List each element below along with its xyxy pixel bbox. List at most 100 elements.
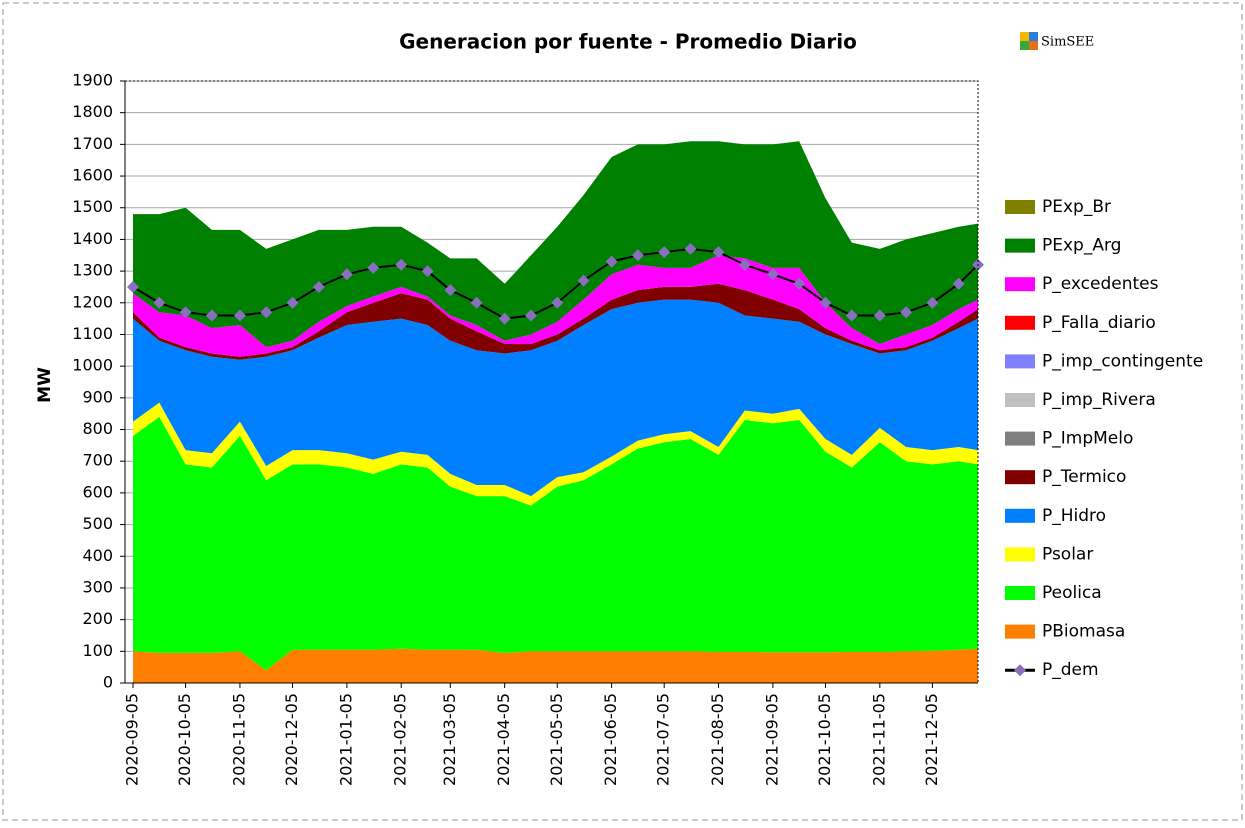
y-tick-label: 1900: [72, 71, 113, 90]
x-tick-label: 2021-04-05: [494, 693, 513, 786]
marker: [738, 258, 751, 271]
legend-label: PExp_Br: [1042, 197, 1111, 217]
legend-swatch: [1005, 547, 1035, 562]
x-tick-label: 2020-12-05: [282, 693, 301, 786]
legend-swatch: [1005, 277, 1035, 292]
area: [133, 299, 978, 497]
legend-swatch: [1005, 354, 1035, 369]
legend-swatch: [1005, 586, 1035, 600]
y-tick-label: 0: [103, 673, 113, 692]
x-tick-label: 2021-02-05: [391, 693, 410, 786]
marker: [153, 296, 166, 309]
y-axis-label: MW: [35, 367, 55, 403]
y-tick-label: 1200: [72, 292, 113, 311]
y-tick-label: 1000: [72, 356, 113, 375]
marker: [205, 309, 218, 322]
legend-label: PBiomasa: [1042, 622, 1125, 642]
logo-text: SimSEE: [1041, 35, 1094, 50]
marker: [524, 309, 537, 322]
legend-swatch: [1005, 200, 1035, 214]
marker: [395, 258, 408, 271]
marker: [444, 284, 457, 297]
legend-swatch: [1005, 431, 1035, 446]
marker: [367, 261, 380, 274]
marker: [793, 277, 806, 290]
legend-label: P_excedentes: [1042, 274, 1159, 294]
marker: [845, 309, 858, 322]
marker: [286, 296, 299, 309]
marker: [684, 242, 697, 255]
area: [133, 416, 978, 671]
x-tick-label: 2021-05-05: [547, 693, 566, 786]
x-tick-label: 2021-11-05: [869, 693, 888, 786]
y-tick-label: 1100: [72, 324, 113, 343]
area: [133, 255, 978, 357]
legend-label: Peolica: [1042, 583, 1102, 603]
marker: [900, 306, 913, 319]
x-tick-label: 2021-03-05: [440, 693, 459, 786]
marker: [498, 312, 511, 325]
legend-swatch: [1005, 508, 1035, 523]
marker: [766, 268, 779, 281]
legend-label: Psolar: [1042, 544, 1093, 564]
y-tick-label: 100: [82, 641, 113, 660]
y-tick-label: 300: [82, 577, 113, 596]
x-tick-label: 2020-11-05: [229, 693, 248, 786]
x-tick-label: 2021-06-05: [601, 693, 620, 786]
x-tick-label: 2020-09-05: [123, 693, 142, 786]
legend-label: P_imp_Rivera: [1042, 390, 1156, 410]
marker: [658, 246, 671, 259]
legend-label: PExp_Arg: [1042, 236, 1121, 256]
legend-swatch: [1005, 315, 1035, 330]
x-tick-label: 2021-12-05: [922, 693, 941, 786]
y-tick-label: 500: [82, 514, 113, 533]
marker: [577, 274, 590, 287]
legend-label: P_imp_contingente: [1042, 351, 1203, 371]
y-tick-label: 1400: [72, 229, 113, 248]
legend-label: P_Falla_diario: [1042, 313, 1156, 333]
x-tick-label: 2021-10-05: [815, 693, 834, 786]
marker: [926, 296, 939, 309]
marker: [179, 306, 192, 319]
y-tick-label: 1600: [72, 166, 113, 185]
y-tick-label: 700: [82, 451, 113, 470]
marker: [631, 249, 644, 262]
y-tick-label: 1800: [72, 102, 113, 121]
y-tick-label: 1300: [72, 261, 113, 280]
logo: SimSEE: [1020, 32, 1094, 50]
y-tick-label: 200: [82, 609, 113, 628]
marker: [712, 246, 725, 259]
marker: [819, 296, 832, 309]
legend-swatch: [1005, 470, 1035, 485]
marker: [340, 268, 353, 281]
legend-label: P_ImpMelo: [1042, 429, 1133, 449]
area: [133, 141, 978, 348]
area: [133, 283, 978, 360]
y-tick-label: 800: [82, 419, 113, 438]
marker: [312, 280, 325, 293]
y-tick-label: 1700: [72, 134, 113, 153]
legend-marker: [1014, 664, 1026, 677]
x-tick-label: 2021-08-05: [708, 693, 727, 786]
legend-swatch: [1005, 393, 1035, 407]
legend-label: P_dem: [1042, 660, 1099, 680]
y-tick-label: 600: [82, 482, 113, 501]
marker: [260, 306, 273, 319]
y-tick-label: 900: [82, 387, 113, 406]
marker: [551, 296, 564, 309]
x-tick-label: 2021-01-05: [336, 693, 355, 786]
legend-swatch: [1005, 624, 1035, 639]
marker: [605, 255, 618, 268]
x-tick-label: 2020-10-05: [175, 693, 194, 786]
marker: [873, 309, 886, 322]
legend-label: P_Termico: [1042, 467, 1126, 487]
marker: [421, 265, 434, 278]
marker: [470, 296, 483, 309]
marker: [127, 280, 139, 293]
y-tick-label: 400: [82, 546, 113, 565]
legend-label: P_Hidro: [1042, 506, 1106, 526]
marker: [952, 277, 965, 290]
